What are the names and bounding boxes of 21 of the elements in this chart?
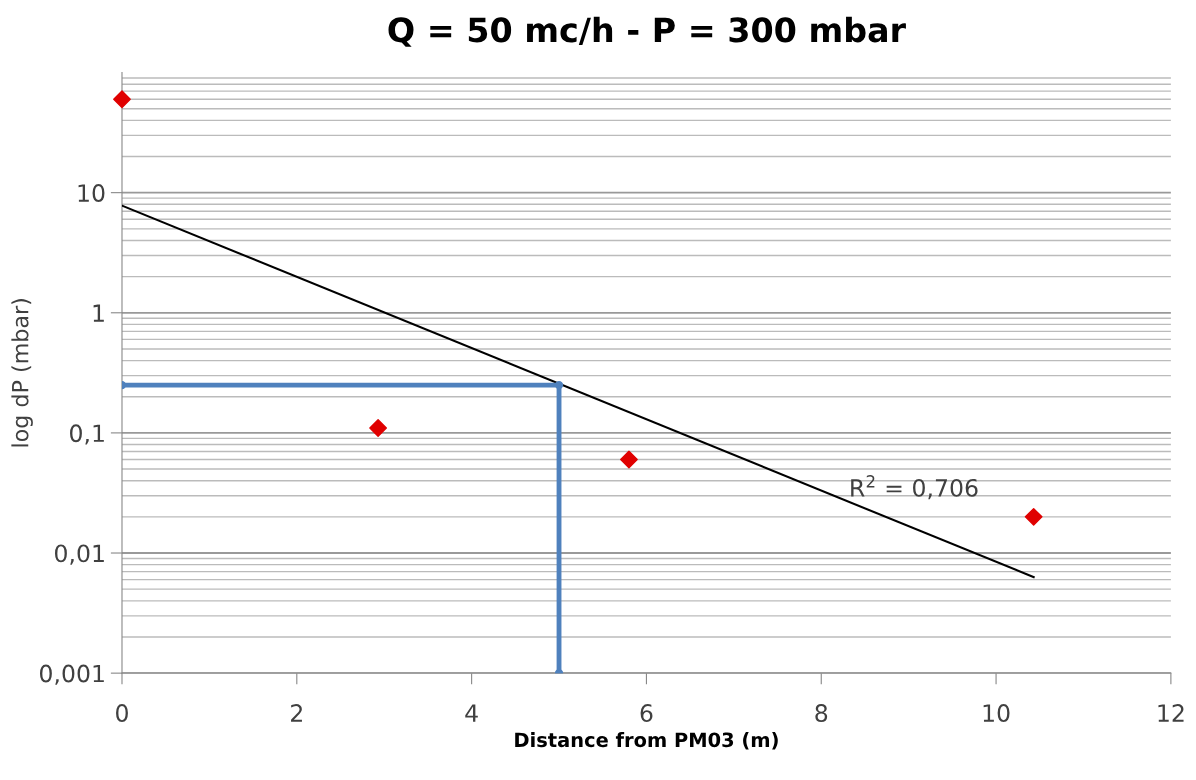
chart-title: Q = 50 mc/h - P = 300 mbar <box>388 16 906 47</box>
point <box>620 450 638 469</box>
y-tick-label: 0,001 <box>39 664 104 685</box>
x-tick-label: 12 <box>1158 704 1184 722</box>
x-axis-title: Distance from PM03 (m) <box>515 732 778 750</box>
point <box>554 380 564 390</box>
point <box>369 419 388 437</box>
point <box>1024 507 1043 526</box>
y-tick-label: 0,1 <box>70 424 104 445</box>
y-tick-label: 1 <box>93 304 104 322</box>
y-axis-title: log dP (mbar) <box>11 299 33 447</box>
y-tick-label: 10 <box>78 184 105 202</box>
y-tick-label: 0,01 <box>55 544 104 565</box>
x-tick-label: 2 <box>291 704 302 722</box>
annotation: R$^{2}$ = 0,706 <box>851 475 978 500</box>
point <box>113 90 131 109</box>
x-tick-label: 8 <box>815 704 828 722</box>
x-tick-label: 6 <box>640 704 653 722</box>
x-tick-label: 4 <box>465 704 478 722</box>
x-tick-label: 0 <box>116 704 128 722</box>
x-tick-label: 10 <box>983 704 1010 722</box>
